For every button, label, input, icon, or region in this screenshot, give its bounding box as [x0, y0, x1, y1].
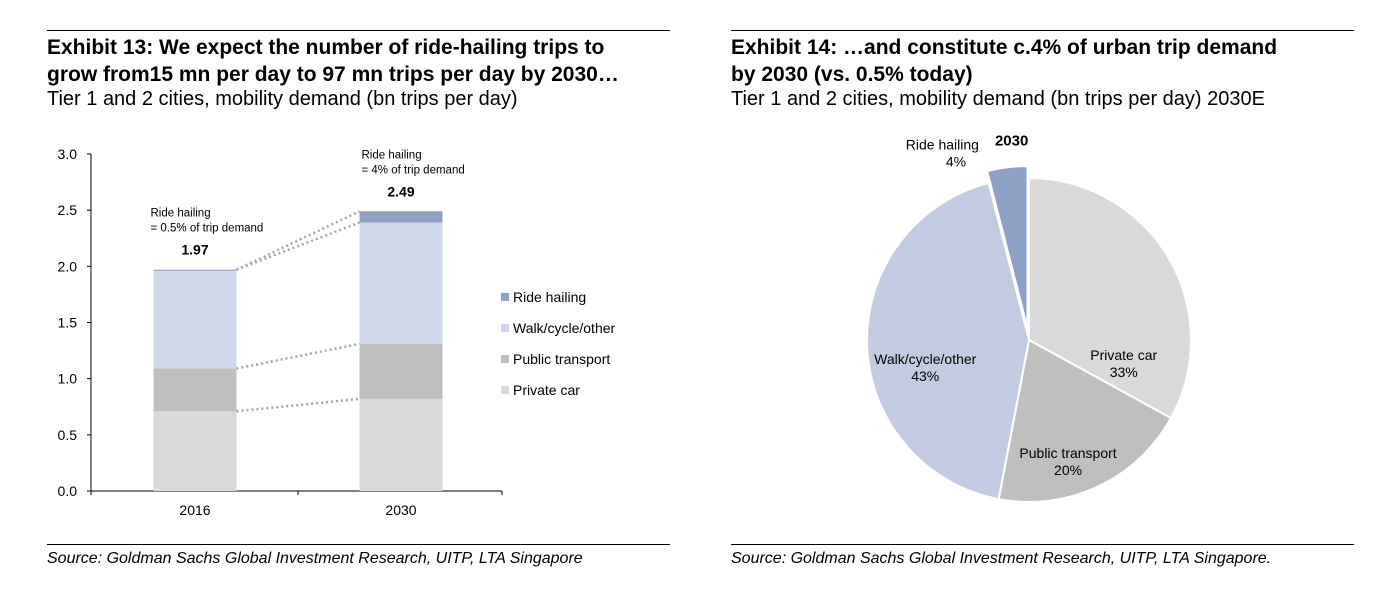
- annotation-line-1: Ride hailing: [362, 149, 422, 161]
- bar-public-transport-2030: [359, 343, 443, 399]
- legend-label-ride-hailing: Ride hailing: [513, 289, 586, 305]
- bottom-rule: [47, 544, 670, 545]
- pie-pct-private-car: 33%: [1110, 364, 1138, 380]
- x-tick-label: 2016: [179, 502, 210, 518]
- bar-walk-cycle-other-2030: [359, 222, 443, 344]
- connector-private-car: [236, 397, 360, 413]
- pie-slice-private-car: [1028, 176, 1192, 420]
- exhibit-13-panel: Exhibit 13: We expect the number of ride…: [47, 30, 670, 590]
- exhibit-14-title-line-1: Exhibit 14: …and constitute c.4% of urba…: [731, 36, 1278, 59]
- connector-public-transport: [236, 342, 360, 370]
- pie-label-private-car: Private car: [1090, 347, 1157, 363]
- y-tick-label: 3.0: [58, 146, 78, 162]
- x-tick-label: 2030: [385, 502, 416, 518]
- y-tick-label: 0.0: [58, 483, 78, 499]
- pie-label-ride-hailing: Ride hailing: [906, 136, 979, 152]
- pie-pct-walk-cycle-other: 43%: [911, 368, 939, 384]
- pie-slice-walk-cycle-other: [866, 181, 1031, 501]
- stacked-bar-chart: 0.0 0.5 1.0 1.5 2.0 2.5 3.0 2016 2030 Ride hailin…: [58, 146, 616, 518]
- legend-label-walk-cycle-other: Walk/cycle/other: [513, 320, 616, 336]
- exhibit-13-source: Source: Goldman Sachs Global Investment …: [47, 550, 583, 567]
- exhibit-14-source: Source: Goldman Sachs Global Investment …: [731, 550, 1272, 567]
- bar-ride-hailing-2030: [359, 211, 443, 223]
- y-tick-label: 1.5: [58, 315, 78, 331]
- total-label-2016: 1.97: [181, 242, 208, 258]
- exhibit-13-title: Exhibit 13: We expect the number of ride…: [47, 34, 670, 88]
- annotation-line-2: = 0.5% of trip demand: [151, 223, 264, 235]
- legend-label-private-car: Private car: [513, 382, 580, 398]
- exhibit-14-title-line-2: by 2030 (vs. 0.5% today): [731, 63, 973, 86]
- exhibit-14-panel: Exhibit 14: …and constitute c.4% of urba…: [731, 30, 1354, 590]
- legend-swatch-private-car: [501, 386, 509, 394]
- connector-ride-bottom: [236, 221, 360, 271]
- bar-public-transport-2016: [153, 368, 237, 412]
- pie-slice-public-transport: [997, 338, 1173, 504]
- bottom-rule: [731, 544, 1354, 545]
- y-tick-label: 1.0: [58, 371, 78, 387]
- bar-private-car-2030: [359, 398, 443, 491]
- total-label-2030: 2.49: [387, 183, 414, 199]
- legend-swatch-ride-hailing: [501, 293, 509, 301]
- y-tick-label: 2.0: [58, 258, 78, 274]
- pie-pct-public-transport: 20%: [1054, 462, 1082, 478]
- exhibit-13-subtitle: Tier 1 and 2 cities, mobility demand (bn…: [47, 88, 518, 110]
- pie-label-walk-cycle-other: Walk/cycle/other: [874, 351, 977, 367]
- y-tick-label: 0.5: [58, 427, 78, 443]
- annotation-line-2: = 4% of trip demand: [362, 164, 465, 176]
- legend-label-public-transport: Public transport: [513, 351, 610, 367]
- bar-private-car-2016: [153, 411, 237, 491]
- bar-walk-cycle-other-2016: [153, 270, 237, 369]
- pie-slice-ride-hailing: [985, 165, 1029, 329]
- legend-swatch-public-transport: [501, 355, 509, 363]
- legend-swatch-walk-cycle-other: [501, 324, 509, 332]
- connector-ride-top: [235, 210, 361, 271]
- pie-pct-ride-hailing: 4%: [946, 153, 966, 169]
- exhibit-14-subtitle: Tier 1 and 2 cities, mobility demand (bn…: [731, 88, 1265, 110]
- top-rule: [731, 30, 1354, 31]
- top-rule: [47, 30, 670, 31]
- pie-label-public-transport: Public transport: [1019, 445, 1116, 461]
- pie-title: 2030: [995, 132, 1028, 149]
- exhibit-13-title-line-2: grow from15 mn per day to 97 mn trips pe…: [47, 63, 619, 86]
- annotation-line-1: Ride hailing: [151, 208, 211, 220]
- bar-ride-hailing-2016: [153, 269, 237, 271]
- exhibit-14-title: Exhibit 14: …and constitute c.4% of urba…: [731, 34, 1354, 88]
- y-tick-label: 2.5: [58, 202, 78, 218]
- exhibit-13-title-line-1: Exhibit 13: We expect the number of ride…: [47, 36, 605, 59]
